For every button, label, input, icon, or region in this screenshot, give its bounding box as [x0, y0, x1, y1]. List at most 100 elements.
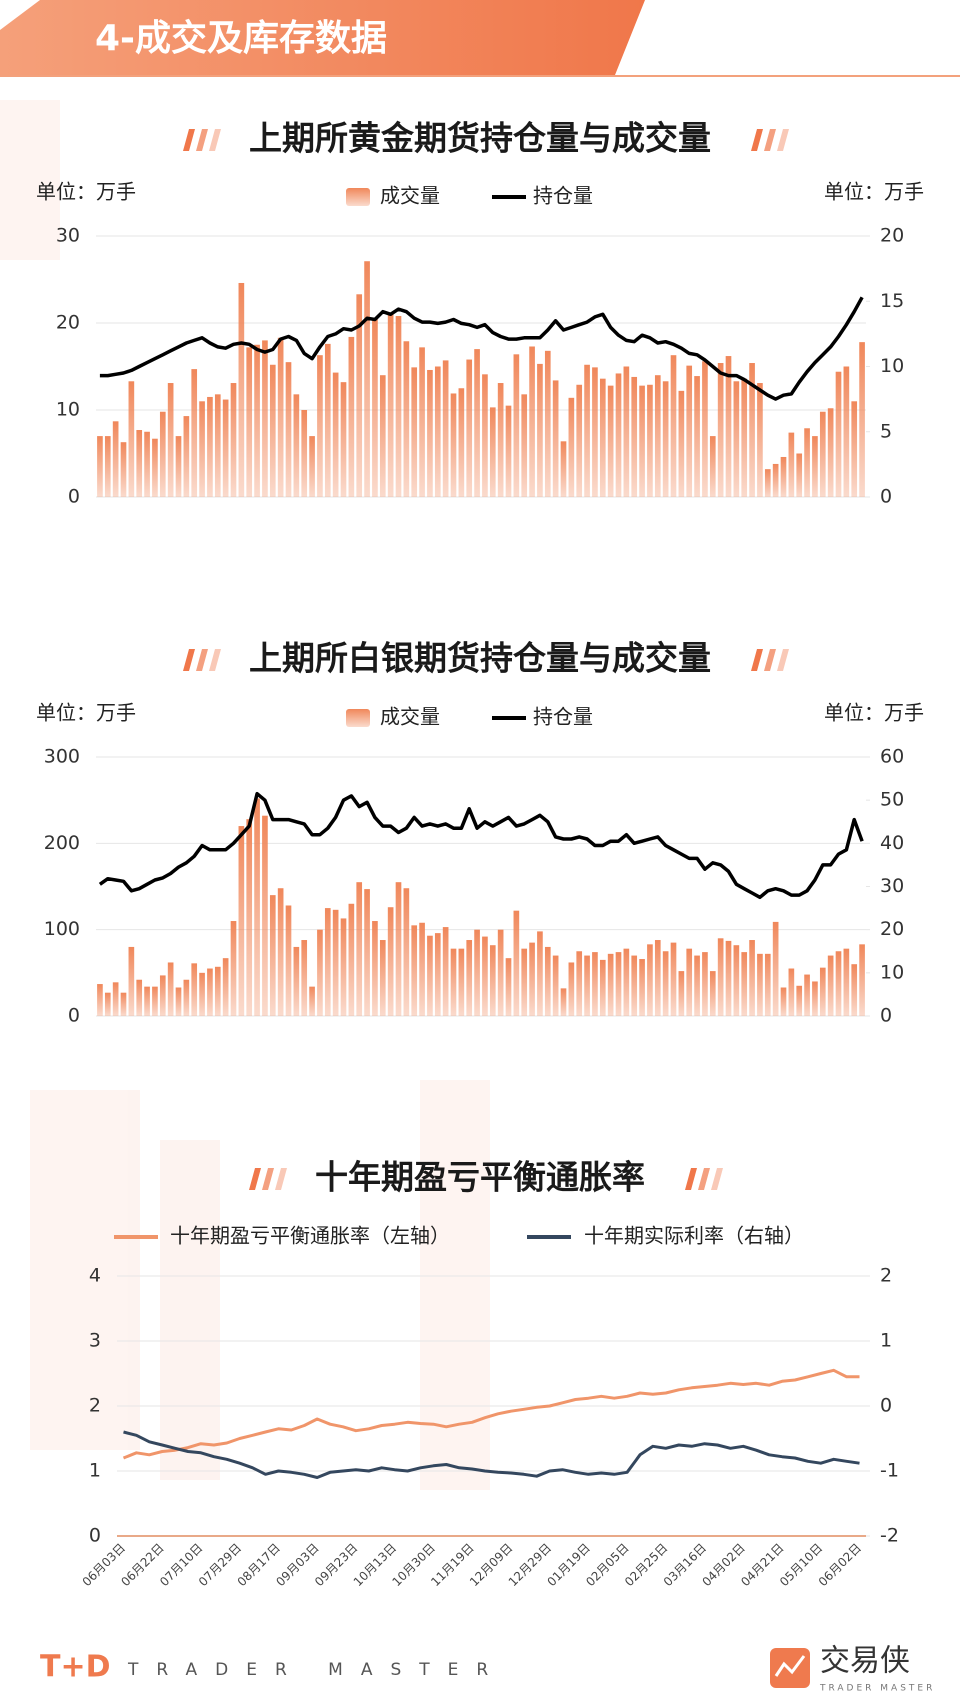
bar [560, 441, 567, 497]
bar [584, 364, 590, 497]
bar [387, 314, 394, 497]
bar [709, 971, 716, 1016]
bar [513, 910, 520, 1016]
bar [796, 985, 803, 1016]
bar [317, 355, 323, 497]
bar [199, 972, 205, 1016]
bar [686, 948, 693, 1016]
bar [592, 367, 598, 497]
bar [159, 411, 166, 497]
bar [827, 408, 834, 497]
bar [843, 948, 850, 1016]
title-stripe [249, 1168, 261, 1190]
bar [395, 316, 402, 497]
bar [183, 979, 190, 1016]
header-title: 4-成交及库存数据 [95, 17, 387, 59]
bar [607, 385, 614, 497]
bar [434, 933, 441, 1016]
bar [152, 438, 158, 497]
legend-label: 成交量 [380, 184, 440, 208]
title-stripe [711, 1168, 723, 1190]
y2-tick-label: 40 [880, 832, 904, 854]
y-tick-label: 0 [68, 1005, 80, 1027]
bar [827, 955, 834, 1016]
y2-tick-label: 2 [880, 1265, 892, 1287]
bar [97, 984, 103, 1016]
bar [757, 383, 763, 497]
legend-swatch [346, 188, 370, 206]
bar [379, 375, 386, 497]
footer-slogan: TRADER MASTER [127, 1660, 506, 1680]
bar [419, 922, 425, 1016]
y-tick-label: 100 [44, 918, 80, 940]
bar [167, 383, 174, 497]
bar [466, 940, 473, 1016]
bar [285, 905, 292, 1016]
bar [230, 383, 237, 497]
bar [764, 953, 771, 1016]
bar [254, 798, 260, 1016]
bar [639, 385, 645, 497]
y2-tick-label: 10 [880, 355, 904, 377]
bar [537, 931, 543, 1016]
bar [324, 343, 331, 497]
title-stripe [751, 649, 763, 671]
bar [285, 362, 292, 497]
bar [317, 929, 323, 1016]
bar [812, 436, 818, 497]
bar [332, 909, 339, 1016]
bar [136, 979, 143, 1016]
bar [702, 952, 708, 1016]
bar [324, 908, 331, 1016]
bar [615, 952, 622, 1016]
bar [568, 397, 575, 497]
bar [757, 953, 763, 1016]
bar [246, 347, 253, 497]
bar [639, 959, 645, 1016]
bar [387, 907, 394, 1016]
bar [379, 940, 386, 1016]
legend-swatch [346, 709, 370, 727]
title-stripe [764, 649, 776, 671]
bar [678, 971, 685, 1016]
bar [741, 378, 748, 497]
bar [733, 945, 740, 1016]
y2-tick-label: -2 [880, 1525, 899, 1547]
bar [788, 968, 795, 1016]
bar [482, 374, 488, 497]
bar [623, 948, 630, 1016]
background-decor [0, 100, 490, 1490]
bar [497, 929, 504, 1016]
logo-text: 交易侠 [820, 1644, 910, 1679]
bar [709, 436, 716, 497]
bar [458, 948, 465, 1016]
title-stripe [685, 1168, 697, 1190]
chart-title: 上期所黄金期货持仓量与成交量 [249, 119, 711, 158]
bar [466, 359, 473, 497]
title-stripe [698, 1168, 710, 1190]
footer-brand: T+D [40, 1650, 111, 1685]
legend-label: 成交量 [380, 705, 440, 729]
y-tick-label: 3 [89, 1330, 101, 1352]
bar [631, 376, 638, 497]
bar [97, 436, 103, 497]
bar [544, 350, 551, 497]
bar [513, 354, 520, 497]
bar [749, 363, 755, 497]
bar [128, 381, 135, 497]
bar [529, 942, 535, 1016]
bar [576, 384, 583, 497]
bar [662, 381, 669, 497]
bar [599, 378, 606, 497]
bar [199, 401, 205, 497]
y-tick-label: 2 [89, 1395, 101, 1417]
bar [654, 375, 661, 497]
y-tick-label: 30 [56, 225, 80, 247]
header-banner [0, 0, 645, 75]
chart-title: 上期所白银期货持仓量与成交量 [249, 639, 711, 678]
bar [812, 981, 818, 1016]
y2-axis-label: 单位：万手 [824, 701, 924, 725]
bar [301, 410, 308, 497]
bar [560, 988, 567, 1016]
bar [505, 958, 512, 1016]
